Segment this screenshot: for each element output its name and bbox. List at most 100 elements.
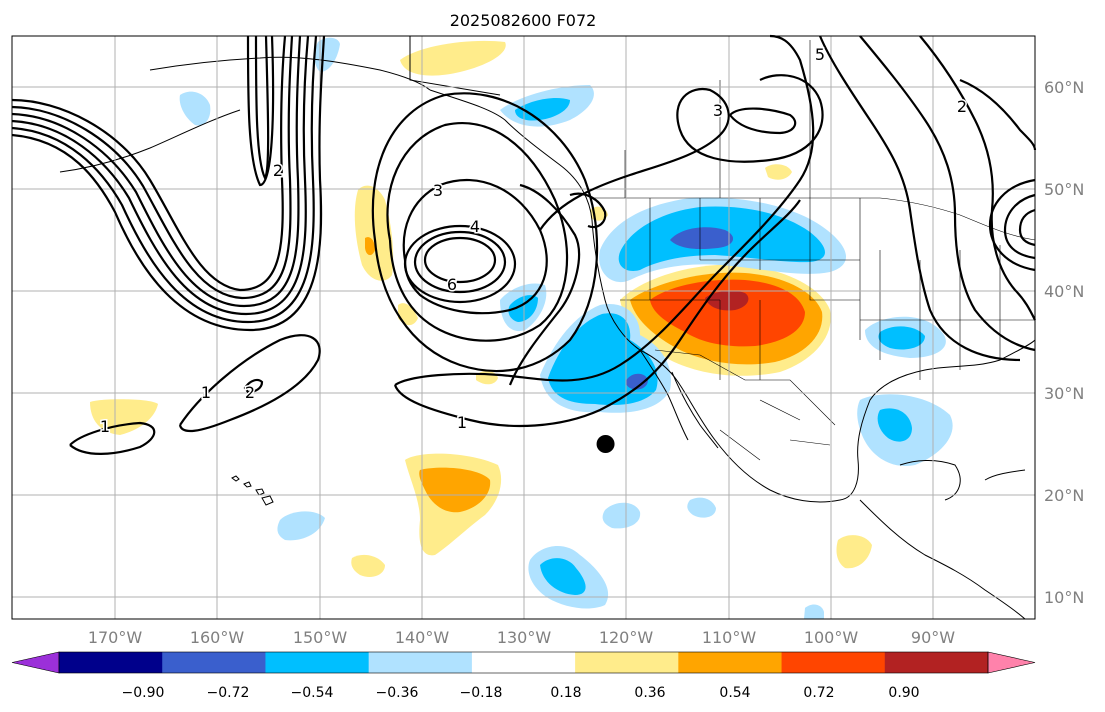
contour-west-wave-6	[11, 35, 326, 332]
positive-anomaly-central-pacific-core	[419, 467, 491, 513]
negative-anomaly-coast-dark	[625, 373, 648, 390]
contour-label: 3	[713, 101, 723, 120]
positive-anomaly-small-3	[351, 554, 385, 577]
positive-anomaly-band-core	[365, 237, 375, 256]
colorbar-tick-label: −0.90	[122, 685, 165, 701]
contour-california-2	[569, 192, 607, 229]
colorbar-tick-label: 0.18	[550, 685, 581, 701]
colorbar: −0.90 −0.72 −0.54 −0.36 −0.18 0.18 0.36 …	[11, 651, 1036, 701]
map-border	[11, 35, 1036, 620]
negative-anomaly-hawaii	[277, 511, 325, 541]
contour-band-1	[394, 34, 815, 386]
colorbar-frame	[58, 651, 989, 674]
cuba	[984, 469, 1026, 481]
colorbar-tick-label: 0.36	[634, 685, 665, 701]
negative-anomaly-nw-gulf-core	[515, 98, 570, 121]
contour-west-narrow-2	[254, 35, 270, 181]
latitude-label: 30°N	[1044, 384, 1084, 403]
latitude-label: 10°N	[1044, 588, 1084, 607]
contour-label: 5	[815, 45, 825, 64]
negative-anomaly-north-pacific	[314, 37, 340, 72]
colorbar-segment	[471, 652, 576, 673]
alaska-peninsula	[59, 109, 241, 173]
contour-low-5	[386, 122, 569, 342]
yucatan	[899, 460, 961, 501]
graticule	[12, 36, 1035, 619]
contour-label: 4	[470, 217, 480, 236]
colorbar-segment	[368, 652, 473, 673]
longitude-label: 100°W	[804, 628, 859, 647]
negative-anomaly-north-dark	[670, 227, 734, 250]
colorbar-tick-label: 0.90	[888, 685, 919, 701]
negative-anomaly-central-us-core	[878, 326, 925, 350]
contour-west-wave-2	[11, 35, 294, 300]
location-marker	[596, 435, 615, 453]
positive-anomaly-small-4	[836, 535, 872, 569]
latitude-label: 50°N	[1044, 180, 1084, 199]
contour-west-wave-5	[11, 35, 318, 324]
colorbar-tick-label: −0.54	[291, 685, 334, 701]
negative-anomaly-alaska	[179, 91, 211, 126]
longitude-label: 90°W	[911, 628, 955, 647]
latitude-label: 40°N	[1044, 282, 1084, 301]
contour-east-low-2	[1003, 193, 1036, 260]
colorbar-tick-label: 0.54	[719, 685, 750, 701]
gulf-of-california	[671, 371, 719, 449]
latitude-axis: 60°N 50°N 40°N 30°N 20°N 10°N	[1044, 78, 1084, 607]
contour-low-6	[371, 92, 599, 373]
figure-title: 2025082600 F072	[450, 11, 597, 30]
contour-north-2	[859, 35, 1036, 352]
contour-label: 1	[457, 413, 467, 432]
negative-anomaly-southeast	[804, 604, 824, 619]
hawaii-island-2	[243, 481, 252, 488]
contour-label: 2	[957, 97, 967, 116]
longitude-label: 170°W	[88, 628, 143, 647]
colorbar-extend-min	[11, 651, 60, 674]
colorbar-tick-label: 0.72	[803, 685, 834, 701]
hawaii-island-3	[255, 488, 265, 496]
contour-east-low-3	[1018, 208, 1036, 247]
central-america	[859, 499, 1026, 620]
positive-anomaly-small-5	[765, 164, 792, 180]
negative-anomaly-baja-2	[687, 497, 716, 518]
negative-anomaly-east-pacific-core	[540, 558, 586, 595]
contour-label: 2	[245, 383, 255, 402]
hawaii-island-4	[261, 495, 274, 506]
colorbar-segments	[11, 651, 1036, 674]
contour-north-4	[959, 78, 1037, 151]
positive-anomaly-darkred	[705, 290, 749, 311]
contour-label: 2	[273, 161, 283, 180]
contour-west-wave-4	[11, 35, 310, 316]
contour-lines	[11, 34, 1037, 455]
contour-east-low-1	[988, 178, 1036, 272]
baja-peninsula	[639, 349, 689, 441]
colorbar-extend-max	[987, 651, 1036, 674]
contour-labels: 1 2 3 4 5 6 3 2 1 1 2	[98, 44, 968, 438]
latitude-label: 20°N	[1044, 486, 1084, 505]
positive-anomaly-small-1	[398, 303, 418, 326]
contour-california-1	[508, 183, 581, 386]
state-lines	[620, 198, 1035, 380]
longitude-label: 110°W	[702, 628, 757, 647]
alaska-coast	[149, 56, 431, 91]
mexico-states	[719, 399, 831, 461]
contour-west-wave-1	[11, 35, 287, 292]
colorbar-segment	[162, 652, 266, 673]
hawaiian-islands	[231, 475, 274, 506]
us-canada-border	[590, 197, 1036, 241]
contour-label: 1	[201, 383, 211, 402]
colorbar-tick-label: −0.36	[376, 685, 419, 701]
colorbar-segment	[59, 652, 163, 673]
north-america-coast	[429, 89, 1036, 503]
contour-band-2	[393, 199, 801, 428]
colorbar-tick-label: −0.18	[460, 685, 503, 701]
positive-anomaly-west-pacific	[90, 399, 158, 435]
contour-label: 1	[100, 417, 110, 436]
contour-band-4	[729, 107, 797, 135]
contour-low-4	[402, 178, 548, 315]
contour-low-2	[413, 230, 507, 294]
longitude-label: 150°W	[293, 628, 348, 647]
colorbar-tick-label: −0.72	[207, 685, 250, 701]
contour-subtropic-3	[69, 421, 156, 455]
